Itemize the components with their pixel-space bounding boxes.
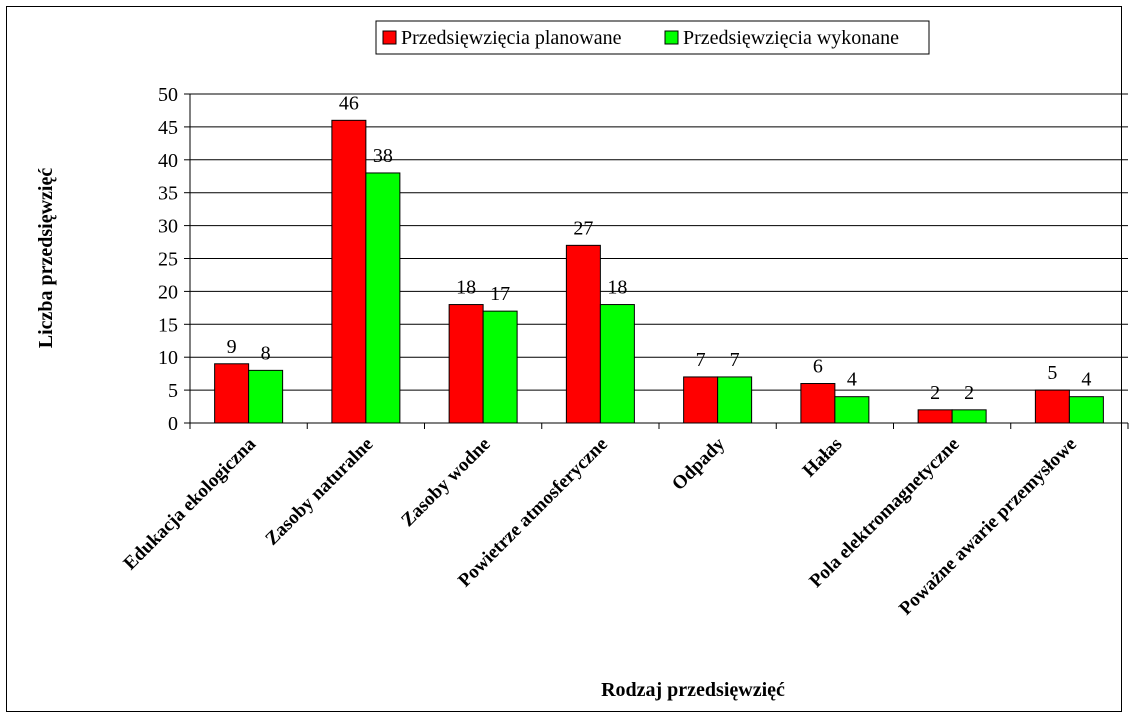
data-label-planned: 6 xyxy=(813,356,823,378)
bar-completed xyxy=(366,173,400,423)
data-label-completed: 8 xyxy=(261,342,271,364)
y-tick-label: 0 xyxy=(168,413,178,435)
legend-swatch-planned xyxy=(383,31,396,44)
bar-planned xyxy=(449,305,483,423)
data-label-completed: 38 xyxy=(373,145,393,167)
data-label-planned: 7 xyxy=(696,349,706,371)
data-label-completed: 4 xyxy=(847,369,857,391)
data-label-completed: 7 xyxy=(730,349,740,371)
y-tick-label: 15 xyxy=(158,314,178,336)
data-label-completed: 18 xyxy=(607,277,627,299)
y-tick-label: 40 xyxy=(158,150,178,172)
x-axis-title: Rodzaj przedsięwzięć xyxy=(601,679,785,701)
y-tick-label: 50 xyxy=(158,84,178,106)
y-axis-title: Liczba przedsięwzięć xyxy=(35,168,57,349)
gridlines xyxy=(190,94,1128,390)
legend-label-completed: Przedsięwzięcia wykonane xyxy=(683,27,899,49)
legend-swatch-completed xyxy=(665,31,678,44)
bar-completed xyxy=(483,311,517,423)
bar-planned xyxy=(918,410,952,423)
y-tick-label: 45 xyxy=(158,117,178,139)
axes xyxy=(184,94,1128,429)
y-tick-labels: 0 5 10 15 20 25 30 35 40 45 50 xyxy=(158,84,178,435)
data-label-completed: 2 xyxy=(964,382,974,404)
bar-completed xyxy=(600,305,634,423)
bar-planned xyxy=(1035,390,1069,423)
y-tick-label: 10 xyxy=(158,347,178,369)
x-tick-labels: Edukacja ekologiczna Zasoby naturalne Zaso… xyxy=(120,433,1081,619)
x-tick-label: Hałas xyxy=(799,434,847,482)
bars xyxy=(215,120,1104,423)
data-label-completed: 17 xyxy=(490,283,510,305)
data-label-planned: 5 xyxy=(1047,362,1057,384)
bar-completed xyxy=(952,410,986,423)
bar-planned xyxy=(215,364,249,423)
legend: Przedsięwzięcia planowane Przedsięwzięci… xyxy=(376,21,929,54)
y-tick-label: 30 xyxy=(158,216,178,238)
x-tick-label: Odpady xyxy=(668,433,730,495)
bar-planned xyxy=(801,384,835,423)
bar-completed xyxy=(718,377,752,423)
x-tick-label: Zasoby wodne xyxy=(397,434,494,531)
y-tick-label: 5 xyxy=(168,380,178,402)
data-label-planned: 9 xyxy=(227,336,237,358)
data-label-planned: 18 xyxy=(456,277,476,299)
bar-completed xyxy=(249,370,283,423)
y-tick-label: 35 xyxy=(158,183,178,205)
bar-planned xyxy=(332,120,366,423)
y-tick-label: 20 xyxy=(158,281,178,303)
y-tick-label: 25 xyxy=(158,249,178,271)
data-label-completed: 4 xyxy=(1081,369,1091,391)
bar-planned xyxy=(566,245,600,423)
bar-completed xyxy=(1069,397,1103,423)
bar-planned xyxy=(684,377,718,423)
x-tick-label: Edukacja ekologiczna xyxy=(120,433,261,574)
bar-completed xyxy=(835,397,869,423)
x-tick-label: Zasoby naturalne xyxy=(261,434,377,550)
legend-label-planned: Przedsięwzięcia planowane xyxy=(401,27,622,49)
data-label-planned: 46 xyxy=(339,92,359,114)
data-label-planned: 27 xyxy=(573,217,593,239)
data-label-planned: 2 xyxy=(930,382,940,404)
